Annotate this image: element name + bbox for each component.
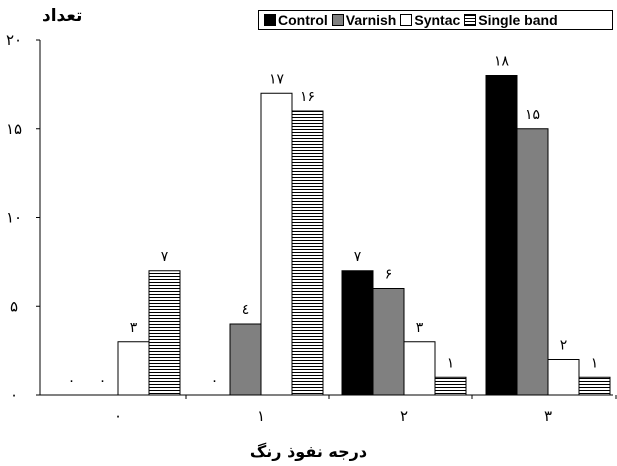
data-label-control: ۱۸ [494, 54, 510, 70]
data-label-syntac: ۳ [130, 320, 138, 336]
data-label-varnish: ۱۵ [525, 107, 540, 123]
bar-syntac [403, 341, 436, 396]
x-tick-label: ۰ [114, 407, 122, 425]
legend-label-single-band: Single band [478, 12, 558, 28]
legend-swatch-control [264, 14, 276, 26]
bar-single-band [291, 110, 324, 396]
bar-control [341, 270, 374, 396]
bar-control [485, 75, 518, 396]
y-axis-title: تعداد [42, 6, 83, 26]
bar-syntac [547, 359, 580, 396]
data-label-syntac: ۳ [416, 320, 424, 336]
data-label-varnish: ٤ [242, 302, 250, 318]
bar-single-band [434, 376, 467, 396]
data-label-single-band: ۱۶ [300, 89, 315, 105]
legend-item-varnish: Varnish [331, 12, 397, 28]
legend-swatch-syntac [400, 14, 413, 26]
data-label-single-band: ۱ [447, 355, 455, 371]
y-tick-label: ۱۵ [6, 120, 22, 138]
bar-syntac [117, 341, 150, 396]
y-tick-label: ۵ [10, 297, 18, 315]
legend-label-control: Control [278, 12, 328, 28]
x-tick-label: ۱ [257, 407, 265, 425]
bar-syntac [260, 92, 293, 396]
data-label-varnish: ۰ [99, 373, 107, 389]
data-label-syntac: ۲ [560, 338, 568, 354]
bar-varnish [229, 323, 262, 396]
data-label-single-band: ۱ [591, 355, 599, 371]
data-label-control: ۷ [354, 249, 362, 265]
data-label-varnish: ۶ [385, 267, 393, 283]
legend-label-varnish: Varnish [345, 12, 397, 28]
legend-item-control: Control [264, 12, 328, 28]
data-label-syntac: ۱۷ [269, 71, 285, 87]
legend-swatch-single-band [464, 14, 477, 26]
data-label-single-band: ۷ [161, 249, 169, 265]
legend-swatch-varnish [331, 14, 344, 26]
data-label-control: ۰ [68, 373, 76, 389]
y-tick-label: ۱۰ [6, 209, 22, 227]
legend-item-syntac: Syntac [400, 12, 460, 28]
data-label-control: ۰ [211, 373, 219, 389]
x-tick-label: ۲ [400, 407, 408, 425]
legend: Control Varnish Syntac Single band [258, 10, 613, 30]
x-tick-label: ۳ [544, 407, 552, 425]
legend-item-single-band: Single band [464, 12, 558, 28]
bar-varnish [372, 288, 405, 396]
y-tick-label: ۰ [10, 386, 18, 404]
bar-single-band [578, 376, 611, 396]
legend-label-syntac: Syntac [414, 12, 461, 28]
bar-single-band [148, 270, 181, 396]
bar-varnish [516, 128, 549, 396]
y-tick-label: ۲۰ [6, 31, 22, 49]
x-axis-title: درجه نفوذ رنگ [249, 442, 368, 461]
